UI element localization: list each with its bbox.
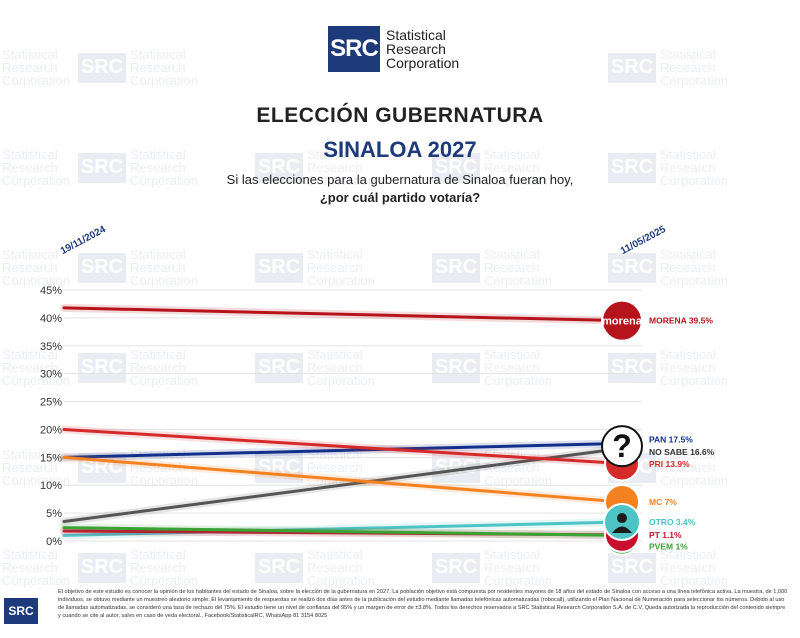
series-end-label: PT 1.1% xyxy=(649,530,682,540)
brand-name-line3: Corporation xyxy=(386,55,460,71)
series-end-label: PRI 13.9% xyxy=(649,459,690,469)
question-mark-glyph: ? xyxy=(612,428,632,464)
morena-logo-text: morena xyxy=(602,316,643,328)
series-end-label: PVEM 1% xyxy=(649,542,688,552)
series-line-mc xyxy=(62,455,624,504)
series-end-label: NO SABE 16.6% xyxy=(649,447,715,457)
y-tick-label: 20% xyxy=(40,424,62,436)
y-tick-label: 30% xyxy=(40,369,62,381)
person-head-shape xyxy=(617,513,627,524)
methodology-footnote: El objetivo de este estudio es conocer l… xyxy=(58,589,788,619)
series-line-pri xyxy=(62,427,624,465)
brand-name-line1: Statistical xyxy=(386,27,446,43)
series-line-morena xyxy=(62,306,624,323)
y-tick-label: 15% xyxy=(40,452,62,464)
watermark-logo-mark: SRC xyxy=(608,52,656,83)
end-date-label: 11/05/2025 xyxy=(618,224,668,257)
footer-src-logo: SRC xyxy=(4,598,38,624)
morena-logo-icon xyxy=(601,299,643,342)
y-tick-label: 35% xyxy=(40,341,62,353)
question-line-2: ¿por cuál partido votaría? xyxy=(319,190,481,205)
question-mark-icon xyxy=(601,425,643,468)
src-logo-mark: SRC xyxy=(328,26,380,72)
y-tick-label: 25% xyxy=(40,397,62,409)
series-line-pvem xyxy=(62,526,624,537)
line-chart: 0% 5% 10% 15% 20% 25% 30% 35% 40% 45% morena? MOREN… xyxy=(40,285,715,556)
chart-title: ELECCIÓN GUBERNATURA xyxy=(256,104,544,127)
series-end-label: MORENA 39.5% xyxy=(649,316,713,326)
chart-subtitle: SINALOA 2027 xyxy=(323,137,477,162)
series-end-label: MC 7% xyxy=(649,497,677,507)
series-end-label: PAN 17.5% xyxy=(649,434,693,444)
series-line-no-sabe xyxy=(62,446,624,523)
brand-logo: SRC Statistical Research Corporation xyxy=(328,26,459,72)
series-end-label: OTRO 3.4% xyxy=(649,517,696,527)
y-tick-label: 45% xyxy=(40,285,62,297)
watermark-logo-mark: SRC xyxy=(78,52,126,83)
y-tick-label: 40% xyxy=(40,313,62,325)
person-body-shape xyxy=(612,526,632,534)
start-date-label: 19/11/2024 xyxy=(58,224,108,257)
question-line-1: Si las elecciones para la gubernatura de… xyxy=(226,172,574,187)
series-line-otro xyxy=(62,520,624,537)
y-tick-label: 5% xyxy=(46,508,62,520)
y-tick-label: 10% xyxy=(40,480,62,492)
brand-name: Statistical Research Corporation xyxy=(386,28,459,70)
brand-name-line2: Research xyxy=(386,41,446,57)
y-tick-label: 0% xyxy=(46,536,62,548)
series-line-pan xyxy=(62,441,624,459)
